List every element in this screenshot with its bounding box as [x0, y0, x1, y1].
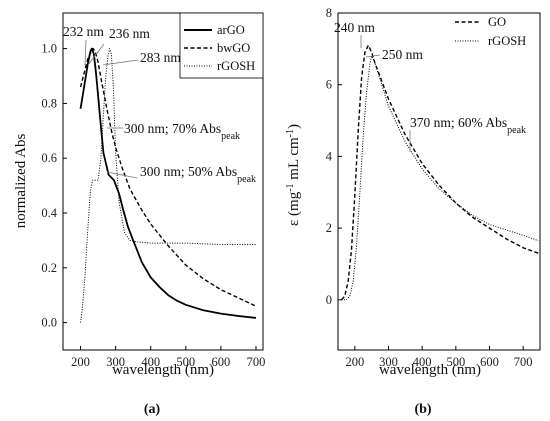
annotation-250nm: 250 nm: [382, 47, 423, 62]
y-tick-label: 6: [326, 78, 332, 92]
legend-label-argo: arGO: [217, 23, 245, 37]
annotation-text: 300 nm; 70% Abs: [124, 121, 221, 136]
leader-line: [106, 171, 138, 179]
y-tick-label: 2: [326, 221, 332, 235]
series-line-argo: [79, 47, 257, 319]
annotation-283nm: 283 nm: [140, 50, 181, 65]
x-tick-label: 500: [176, 355, 195, 369]
x-axis-label-a: wavelength (nm): [112, 362, 214, 378]
legend-label-rgosh-b: rGOSH: [488, 34, 526, 48]
leader-line: [102, 59, 139, 66]
legend-label-bwgo: bwGO: [217, 41, 250, 55]
series-line-rgosh: [80, 48, 256, 323]
annotation-text: 370 nm; 60% Abs: [410, 115, 507, 130]
annotations-b: 240 nm 250 nm 370 nm; 60% Abspeak: [334, 20, 526, 152]
x-tick-label: 700: [247, 355, 266, 369]
legend-label-go: GO: [488, 15, 506, 29]
x-tick-label: 700: [514, 355, 533, 369]
plot-frame-b: [337, 12, 541, 351]
panel-caption-b: (b): [414, 402, 431, 417]
y-tick-label: 0.8: [41, 96, 57, 110]
x-tick-label: 500: [446, 355, 465, 369]
series-b: [340, 44, 539, 301]
x-tick-label: 400: [141, 355, 160, 369]
y-tick-label: 0.4: [41, 206, 57, 220]
series-a: [79, 47, 257, 323]
x-axis-label-b: wavelength (nm): [379, 362, 481, 378]
leader-line: [87, 43, 105, 66]
x-tick-label: 400: [413, 355, 432, 369]
y-tick-label: 0.2: [41, 261, 57, 275]
x-tick-label: 600: [212, 355, 231, 369]
legend-b: GO rGOSH: [455, 15, 526, 48]
y-ticks-a: 0.0 0.2 0.4 0.6 0.8 1.0: [41, 42, 67, 330]
annotation-232nm: 232 nm: [63, 24, 104, 39]
x-tick-label: 200: [71, 355, 90, 369]
panel-b: 0 2 4 6 8 200 300 400 500 600 700 240 nm 250 nm 3…: [285, 6, 541, 417]
y-tick-label: 4: [326, 149, 333, 163]
annotation-subscript: peak: [221, 131, 240, 142]
y-tick-label: 8: [326, 6, 332, 20]
annotations-a: 232 nm 236 nm 283 nm 300 nm; 70% Abspeak…: [63, 24, 256, 185]
x-tick-label: 600: [480, 355, 499, 369]
x-ticks-a: 200 300 400 500 600 700: [71, 346, 265, 369]
x-ticks-b: 200 300 400 500 600 700: [345, 346, 533, 369]
series-line-bwgo: [79, 47, 257, 307]
annotation-370nm-60pct: 370 nm; 60% Abspeak: [410, 115, 526, 136]
panel-a: 0.0 0.2 0.4 0.6 0.8 1.0 200 300 400 500 600 700 23…: [13, 12, 265, 417]
legend-box: [179, 12, 264, 79]
panel-caption-a: (a): [144, 402, 161, 417]
y-tick-label: 0.6: [41, 151, 57, 165]
y-axis-label-a: normalized Abs: [13, 134, 29, 229]
y-ticks-b: 0 2 4 6 8: [326, 6, 342, 307]
x-tick-label: 200: [345, 355, 364, 369]
annotation-subscript: peak: [507, 125, 526, 136]
annotation-subscript: peak: [237, 174, 256, 185]
x-tick-label: 300: [379, 355, 398, 369]
plot-frame-a: [62, 12, 264, 351]
y-tick-label: 1.0: [41, 42, 57, 56]
annotation-300nm-50pct: 300 nm; 50% Abspeak: [140, 164, 256, 185]
y-tick-label: 0: [326, 293, 332, 307]
y-axis-label-b: ε (mg-1 mL cm-1): [285, 124, 303, 226]
series-line-go: [340, 44, 539, 301]
leader-line: [365, 54, 381, 58]
series-line-rgosh: [341, 55, 539, 301]
leader-line: [84, 39, 87, 66]
annotation-240nm: 240 nm: [334, 20, 375, 35]
legend-label-rgosh: rGOSH: [217, 59, 255, 73]
annotation-text: 300 nm; 50% Abs: [140, 164, 237, 179]
annotation-300nm-70pct: 300 nm; 70% Abspeak: [124, 121, 240, 142]
x-tick-label: 300: [106, 355, 125, 369]
legend-a: arGO bwGO rGOSH: [179, 12, 264, 79]
annotation-236nm: 236 nm: [109, 26, 150, 41]
y-tick-label: 0.0: [41, 316, 57, 330]
